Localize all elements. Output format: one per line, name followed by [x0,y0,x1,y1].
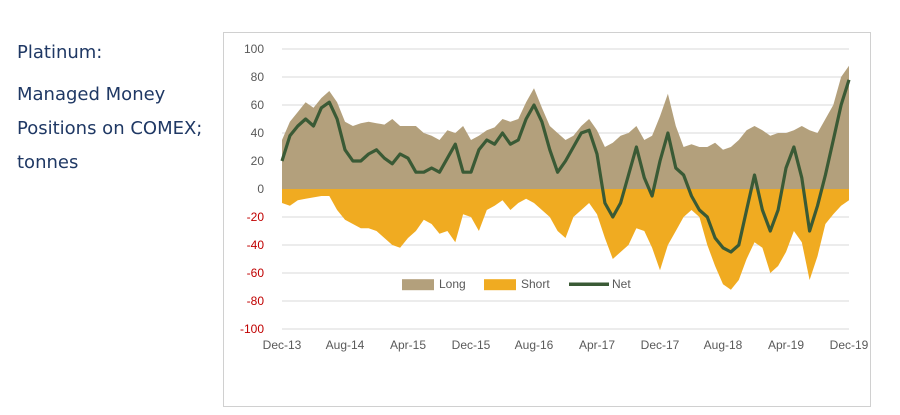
y-tick-label: -60 [247,266,265,280]
net-line [280,79,851,254]
x-tick-label: Aug-18 [704,338,743,352]
y-tick-label: 100 [244,42,264,56]
y-tick-label: -80 [247,294,265,308]
short-area [282,189,849,290]
caption-title: Platinum: [17,42,103,63]
chart-frame: 100 80 60 40 20 0 -20 -40 -60 -80 -100 Dec-13 Aug-14… [223,32,871,407]
caption-line-3: tonnes [17,152,79,173]
legend-swatch-long [402,279,434,291]
x-tick-label: Dec-19 [830,338,869,352]
x-tick-label: Apr-17 [579,338,615,352]
y-tick-label: -40 [247,238,265,252]
x-tick-label: Dec-13 [263,338,302,352]
caption-line-2: Positions on COMEX; [17,118,203,139]
chart-caption: Platinum: Managed Money Positions on COM… [17,36,217,180]
x-tick-label: Apr-15 [390,338,426,352]
y-tick-label: 0 [257,182,264,196]
y-tick-label: 80 [251,70,265,84]
x-tick-label: Aug-16 [515,338,554,352]
legend-label-net: Net [612,277,631,291]
legend-label-long: Long [439,277,466,291]
positions-chart: 100 80 60 40 20 0 -20 -40 -60 -80 -100 Dec-13 Aug-14… [240,42,869,352]
y-tick-label: 40 [251,126,265,140]
long-area [282,65,849,189]
y-tick-label: -100 [240,322,264,336]
y-tick-label: 20 [251,154,265,168]
y-tick-label: 60 [251,98,265,112]
caption-line-1: Managed Money [17,84,166,105]
legend-swatch-short [484,279,516,291]
x-tick-label: Aug-14 [326,338,365,352]
x-tick-label: Apr-19 [768,338,804,352]
y-tick-label: -20 [247,210,265,224]
legend-label-short: Short [521,277,550,291]
x-tick-label: Dec-15 [452,338,491,352]
x-tick-label: Dec-17 [641,338,680,352]
